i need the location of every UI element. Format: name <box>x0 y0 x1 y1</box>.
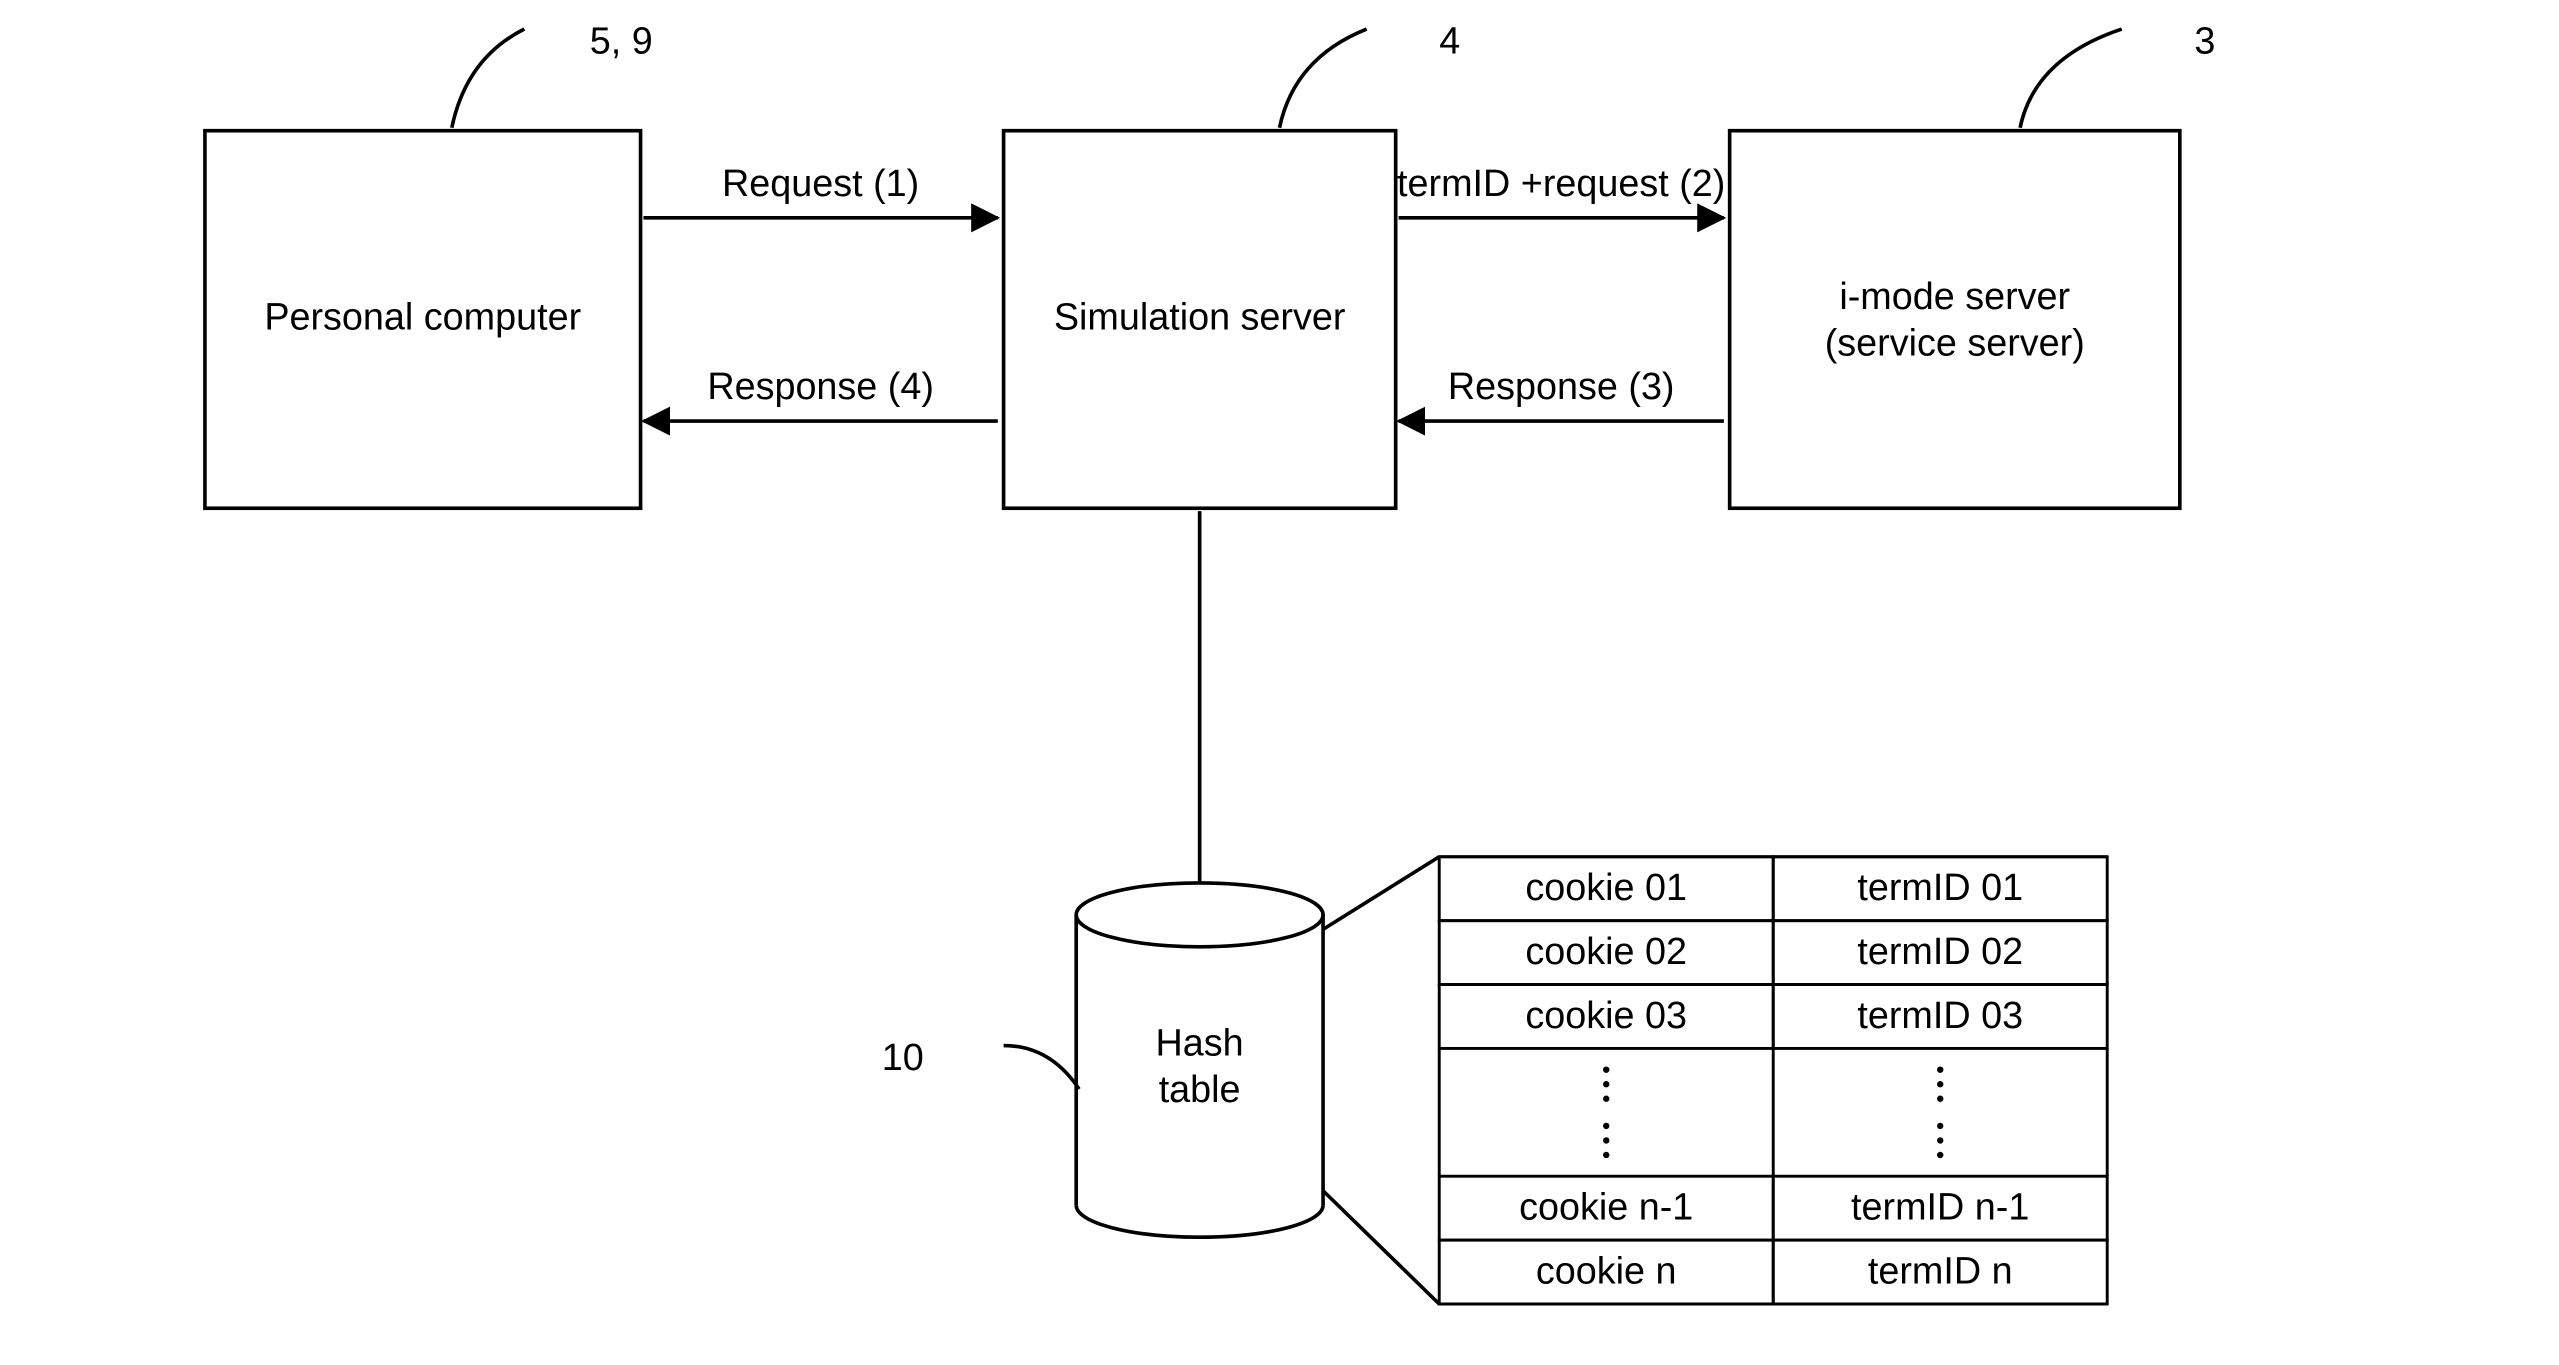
hash-label-1: Hash <box>1156 1022 1244 1064</box>
callout-hash-text: 10 <box>882 1036 924 1078</box>
label-imode-server-1: i-mode server <box>1839 275 2070 317</box>
label-imode-server-2: (service server) <box>1825 322 2085 364</box>
table-dots <box>1603 1137 1609 1143</box>
callout-imode-leader <box>2020 29 2122 128</box>
callout-imode-text: 3 <box>2194 20 2215 62</box>
table-cell-text: cookie n <box>1536 1249 1677 1291</box>
table-cell-text: termID n-1 <box>1851 1186 2029 1228</box>
arrow-request-2-label: termID +request (2) <box>1397 162 1725 204</box>
arrow-response-3-label: Response (3) <box>1448 365 1675 407</box>
hash-cylinder-top <box>1076 883 1323 947</box>
table-dots <box>1603 1152 1609 1158</box>
callout-sim-text: 4 <box>1439 20 1460 62</box>
table-cell-text: termID 03 <box>1857 994 2023 1036</box>
hash-label-2: table <box>1159 1068 1241 1110</box>
table-dots <box>1937 1123 1943 1129</box>
table-dots <box>1603 1096 1609 1102</box>
hash-cylinder-bottom <box>1076 1205 1323 1237</box>
table-cell-text: termID 01 <box>1857 866 2023 908</box>
zoom-line-0 <box>1323 857 1439 930</box>
hash-table: cookie 01 termID 01 cookie 02 termID 02 cook… <box>1439 857 2107 1304</box>
node-imode-server <box>1730 131 2180 509</box>
table-dots <box>1937 1137 1943 1143</box>
arrow-response-4-label: Response (4) <box>707 365 934 407</box>
table-dots <box>1937 1152 1943 1158</box>
table-dots <box>1603 1123 1609 1129</box>
table-cell-text: cookie n-1 <box>1519 1186 1693 1228</box>
table-cell-text: cookie 01 <box>1525 866 1687 908</box>
arrow-request-1-label: Request (1) <box>722 162 919 204</box>
table-dots <box>1603 1081 1609 1087</box>
zoom-line-1 <box>1323 1191 1439 1304</box>
table-dots <box>1603 1067 1609 1073</box>
table-cell-text: cookie 03 <box>1525 994 1687 1036</box>
table-dots <box>1937 1081 1943 1087</box>
callout-sim-leader <box>1280 29 1367 128</box>
table-cell-text: cookie 02 <box>1525 930 1687 972</box>
callout-pc-text: 5, 9 <box>590 20 653 62</box>
table-cell-text: termID 02 <box>1857 930 2023 972</box>
table-cell-text: termID n <box>1868 1249 2013 1291</box>
label-simulation-server: Simulation server <box>1054 295 1346 337</box>
callout-hash-leader <box>1004 1046 1080 1090</box>
table-dots <box>1937 1067 1943 1073</box>
table-dots <box>1937 1096 1943 1102</box>
label-personal-computer: Personal computer <box>264 295 581 337</box>
callout-pc-leader <box>452 29 525 128</box>
